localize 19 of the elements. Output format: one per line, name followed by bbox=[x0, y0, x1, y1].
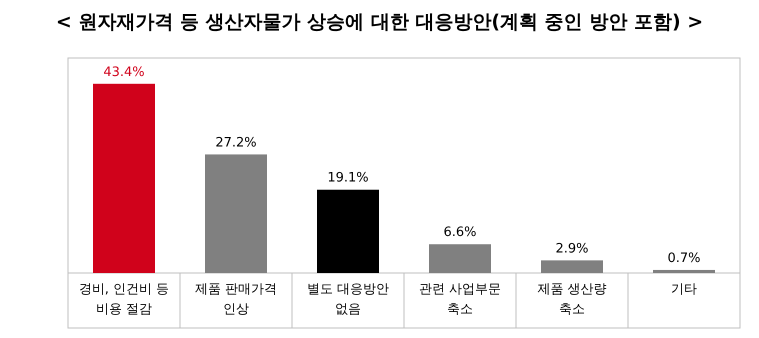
bar bbox=[93, 84, 155, 273]
data-label: 6.6% bbox=[443, 225, 477, 240]
bar bbox=[205, 154, 267, 273]
x-tick-label: 제품 생산량 축소 bbox=[537, 282, 607, 317]
data-label: 2.9% bbox=[555, 241, 589, 256]
x-tick-label: 제품 판매가격 인상 bbox=[194, 282, 278, 317]
data-label: 43.4% bbox=[103, 64, 145, 80]
x-tick-label: 별도 대응방안 없음 bbox=[306, 282, 390, 317]
data-label: 0.7% bbox=[667, 250, 701, 266]
data-label: 27.2% bbox=[215, 135, 257, 150]
x-tick-label: 관련 사업부문 축소 bbox=[418, 282, 502, 317]
x-tick-label: 기타 bbox=[671, 282, 697, 297]
bar bbox=[317, 190, 379, 273]
bar bbox=[653, 270, 715, 273]
x-tick-label: 경비, 인건비 등 비용 절감 bbox=[78, 282, 170, 317]
bar bbox=[429, 244, 491, 273]
data-label: 19.1% bbox=[327, 170, 369, 186]
chart-title: < 원자재가격 등 생산자물가 상승에 대한 대응방안(계획 중인 방안 포함) > bbox=[56, 11, 704, 33]
bar bbox=[541, 260, 603, 273]
